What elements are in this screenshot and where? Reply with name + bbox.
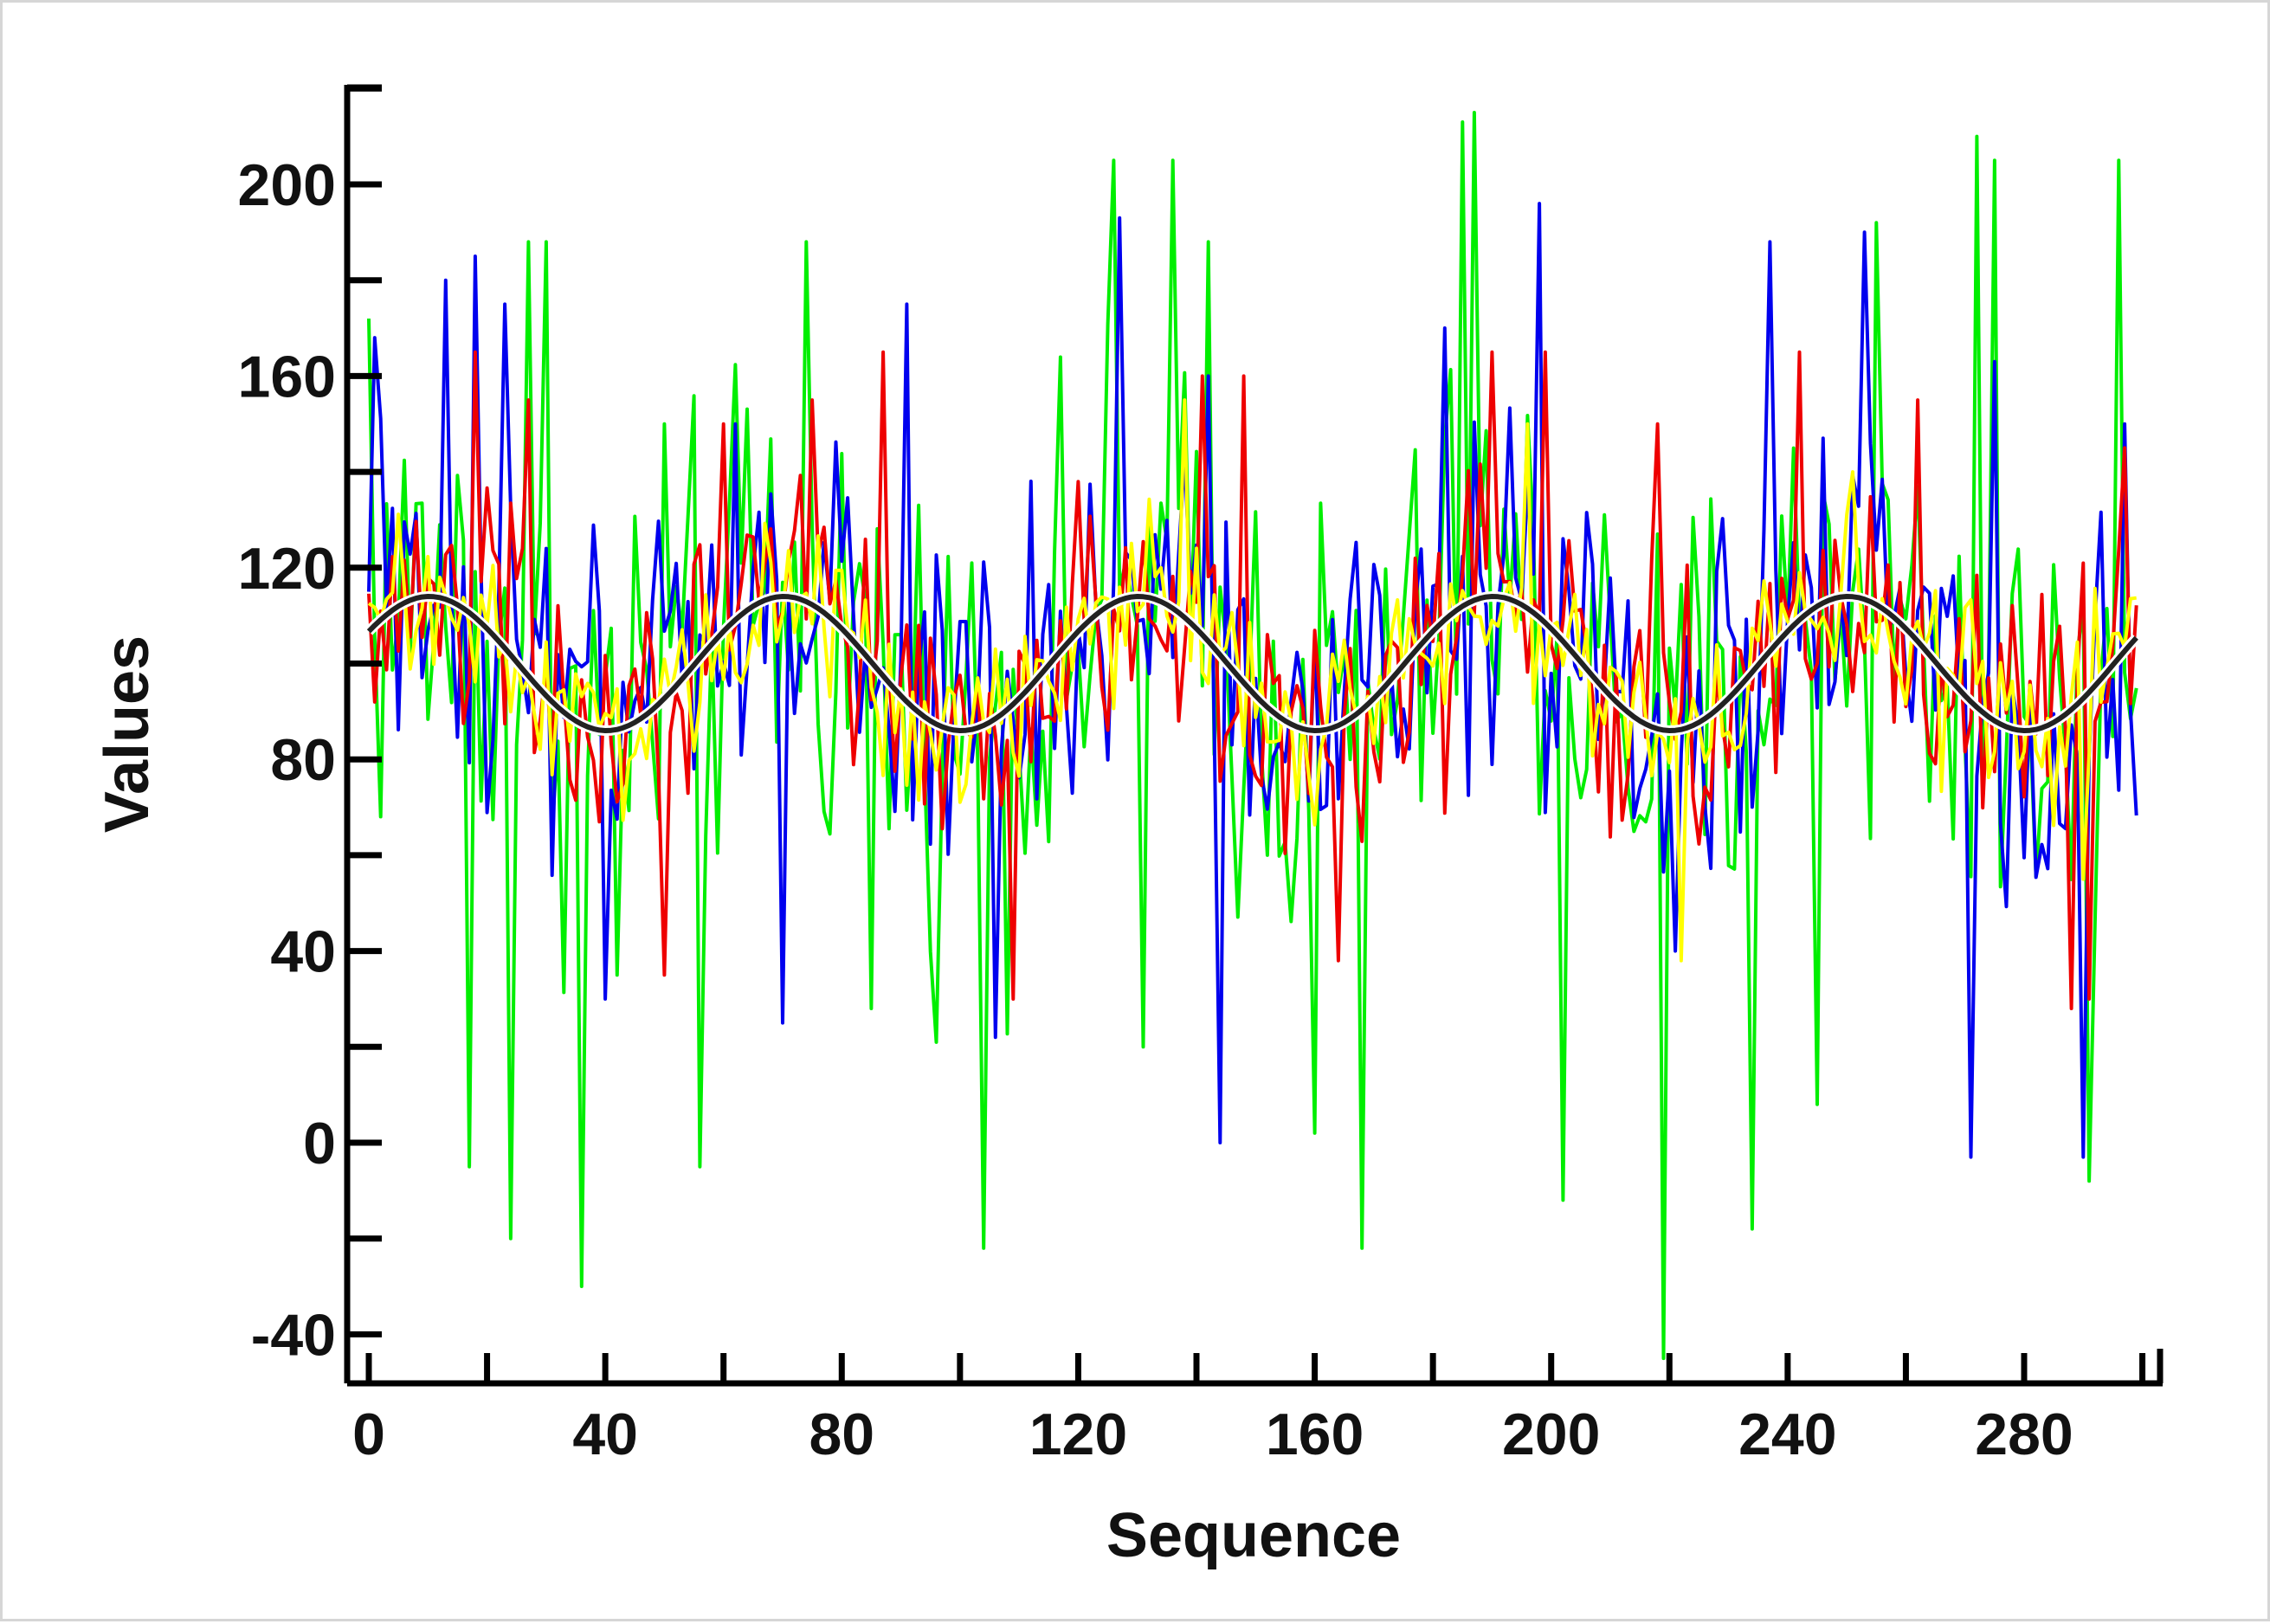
y-tick-label: 0 [303,1111,336,1176]
x-tick-label: 120 [1029,1402,1127,1467]
x-tick-label: 0 [352,1402,385,1467]
series-line-1 [367,202,2138,1159]
x-tick-label: 280 [1975,1402,2073,1467]
y-tick-label: 40 [270,919,336,985]
series-line-3 [367,398,2137,963]
x-tick-label: 200 [1502,1402,1600,1467]
x-tick-label: 40 [572,1402,638,1467]
x-tick-label: 80 [809,1402,874,1467]
y-tick-label: 200 [238,152,336,218]
y-tick-label: -40 [251,1302,336,1368]
y-tick-label: 120 [238,536,336,602]
x-axis-title: Sequence [1106,1501,1401,1570]
y-tick-label: 80 [270,727,336,793]
trend-line [366,594,2138,733]
y-axis-title: Values [93,635,162,833]
y-tick-label: 160 [238,344,336,409]
x-tick-label: 240 [1738,1402,1836,1467]
series-layer [364,111,2141,1361]
x-tick-label: 160 [1266,1402,1364,1467]
